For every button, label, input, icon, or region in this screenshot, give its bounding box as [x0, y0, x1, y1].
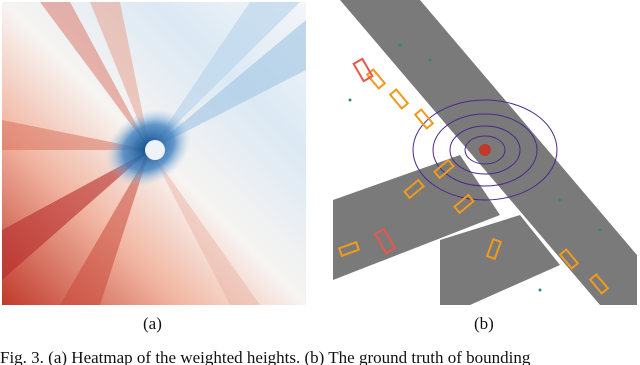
point-cloud: [333, 0, 638, 305]
panel-label: (b): [474, 314, 494, 333]
heatmap: [2, 2, 306, 305]
figure-caption: Fig. 3. (a) Heatmap of the weighted heig…: [0, 348, 531, 365]
panel-label: (a): [143, 314, 162, 333]
figure-images: [2, 0, 638, 305]
